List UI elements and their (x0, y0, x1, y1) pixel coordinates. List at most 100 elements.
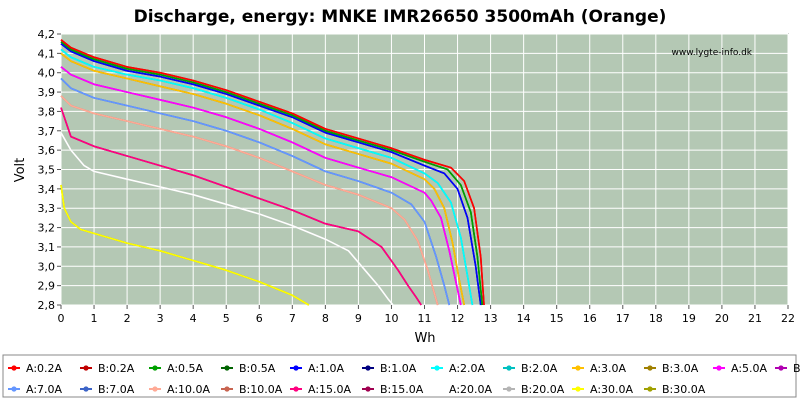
legend-marker-b-0-2a (83, 365, 89, 371)
x-tick-label: 20 (715, 312, 729, 325)
legend-label-a-2-0a: A:2.0A (449, 362, 486, 375)
y-tick-label: 2,8 (38, 299, 56, 312)
y-tick-label: 4,2 (38, 28, 56, 41)
y-tick-label: 3,2 (38, 222, 56, 235)
legend-marker-b-2-0a (506, 365, 512, 371)
legend-marker-b-0-5a (224, 365, 230, 371)
legend-label-b-20-0a: B:20.0A (521, 383, 565, 396)
y-tick-label: 3,9 (38, 86, 56, 99)
legend-marker-a-30-0a (575, 386, 581, 392)
legend-box (2, 354, 797, 398)
legend-label-b-30-0a: B:30.0A (662, 383, 706, 396)
series-line-a-15-0a (60, 107, 422, 306)
legend-label-b-0-5a: B:0.5A (239, 362, 276, 375)
x-tick-label: 8 (322, 312, 329, 325)
y-tick-label: 3,4 (38, 183, 56, 196)
legend-label-a-10-0a: A:10.0A (167, 383, 211, 396)
legend-marker-a-0-5a (152, 365, 158, 371)
x-tick-label: 19 (682, 312, 696, 325)
y-tick-label: 3,5 (38, 164, 56, 177)
legend-marker-b-5-0a (778, 365, 784, 371)
x-tick-label: 5 (223, 312, 230, 325)
x-tick-label: 9 (355, 312, 362, 325)
series-line-a-3-0a (60, 52, 465, 306)
y-tick-label: 3,8 (38, 105, 56, 118)
y-tick-label: 4,1 (38, 47, 56, 60)
x-tick-label: 16 (583, 312, 597, 325)
grid (60, 33, 789, 306)
series-line-a-0-2a (60, 39, 485, 306)
legend-marker-a-20-0a (434, 386, 440, 392)
legend-marker-a-10-0a (152, 386, 158, 392)
x-tick-label: 3 (157, 312, 164, 325)
x-tick-label: 4 (190, 312, 197, 325)
legend-label-b-3-0a: B:3.0A (662, 362, 699, 375)
legend-label-a-1-0a: A:1.0A (308, 362, 345, 375)
legend-label-b-2-0a: B:2.0A (521, 362, 558, 375)
legend-marker-a-2-0a (434, 365, 440, 371)
x-tick-label: 17 (616, 312, 630, 325)
legend-label-a-0-2a: A:0.2A (26, 362, 63, 375)
legend-marker-a-15-0a (293, 386, 299, 392)
legend-label-a-15-0a: A:15.0A (308, 383, 352, 396)
series-line-a-20-0a (60, 132, 394, 306)
x-tick-label: 10 (384, 312, 398, 325)
y-axis-label: Volt (13, 158, 28, 183)
chart-title: Discharge, energy: MNKE IMR26650 3500mAh… (134, 7, 667, 27)
y-tick-label: 2,9 (38, 280, 56, 293)
x-tick-label: 0 (58, 312, 65, 325)
legend-marker-a-5-0a (716, 365, 722, 371)
x-tick-label: 21 (748, 312, 762, 325)
legend: A:0.2A B:0.2A A:0.5A B:0.5A A:1.0A B:1.0A A:2.… (2, 354, 800, 398)
x-tick-label: 22 (781, 312, 795, 325)
x-tick-label: 1 (91, 312, 98, 325)
x-tick-label: 6 (256, 312, 263, 325)
x-tick-label: 14 (517, 312, 531, 325)
y-tick-label: 3,3 (38, 202, 56, 215)
legend-marker-a-7-0a (11, 386, 17, 392)
x-tick-label: 11 (418, 312, 432, 325)
watermark: www.lygte-info.dk (672, 48, 753, 58)
x-tick-label: 2 (124, 312, 131, 325)
x-tick-label: 15 (550, 312, 564, 325)
legend-label-a-30-0a: A:30.0A (590, 383, 634, 396)
series-lines (60, 39, 485, 306)
x-tick-label: 12 (451, 312, 465, 325)
legend-marker-b-15-0a (365, 386, 371, 392)
legend-label-b-5-0a: B:5.0A (793, 362, 800, 375)
series-line-a-1-0a (60, 43, 482, 306)
legend-label-a-7-0a: A:7.0A (26, 383, 63, 396)
series-line-a-0-5a (60, 41, 484, 306)
legend-marker-a-0-2a (11, 365, 17, 371)
series-line-a-7-0a (60, 77, 451, 306)
x-tick-label: 7 (289, 312, 296, 325)
x-axis-label: Wh (414, 331, 435, 346)
legend-marker-a-1-0a (293, 365, 299, 371)
x-tick-label: 18 (649, 312, 663, 325)
series-line-a-5-0a (60, 66, 462, 306)
legend-label-a-5-0a: A:5.0A (731, 362, 768, 375)
y-tick-label: 3,7 (38, 125, 56, 138)
legend-label-b-0-2a: B:0.2A (98, 362, 135, 375)
series-line-a-30-0a (60, 184, 310, 306)
y-tick-label: 3,1 (38, 241, 56, 254)
series-line-a-10-0a (60, 95, 439, 306)
legend-marker-b-30-0a (647, 386, 653, 392)
legend-label-b-15-0a: B:15.0A (380, 383, 424, 396)
axes: 0 1 2 3 4 5 6 7 8 9 10 11 12 13 14 15 16 17 18 19 20 21 222,82… (38, 28, 796, 325)
legend-label-b-10-0a: B:10.0A (239, 383, 283, 396)
legend-marker-a-3-0a (575, 365, 581, 371)
x-tick-label: 13 (484, 312, 498, 325)
legend-label-a-20-0a: A:20.0A (449, 383, 493, 396)
legend-label-a-3-0a: A:3.0A (590, 362, 627, 375)
legend-label-b-1-0a: B:1.0A (380, 362, 417, 375)
y-tick-label: 3,6 (38, 144, 56, 157)
legend-marker-b-1-0a (365, 365, 371, 371)
legend-label-b-7-0a: B:7.0A (98, 383, 135, 396)
legend-label-a-0-5a: A:0.5A (167, 362, 204, 375)
y-tick-label: 3,0 (38, 260, 56, 273)
series-line-a-2-0a (60, 48, 474, 306)
y-tick-label: 4,0 (38, 67, 56, 80)
legend-marker-b-3-0a (647, 365, 653, 371)
